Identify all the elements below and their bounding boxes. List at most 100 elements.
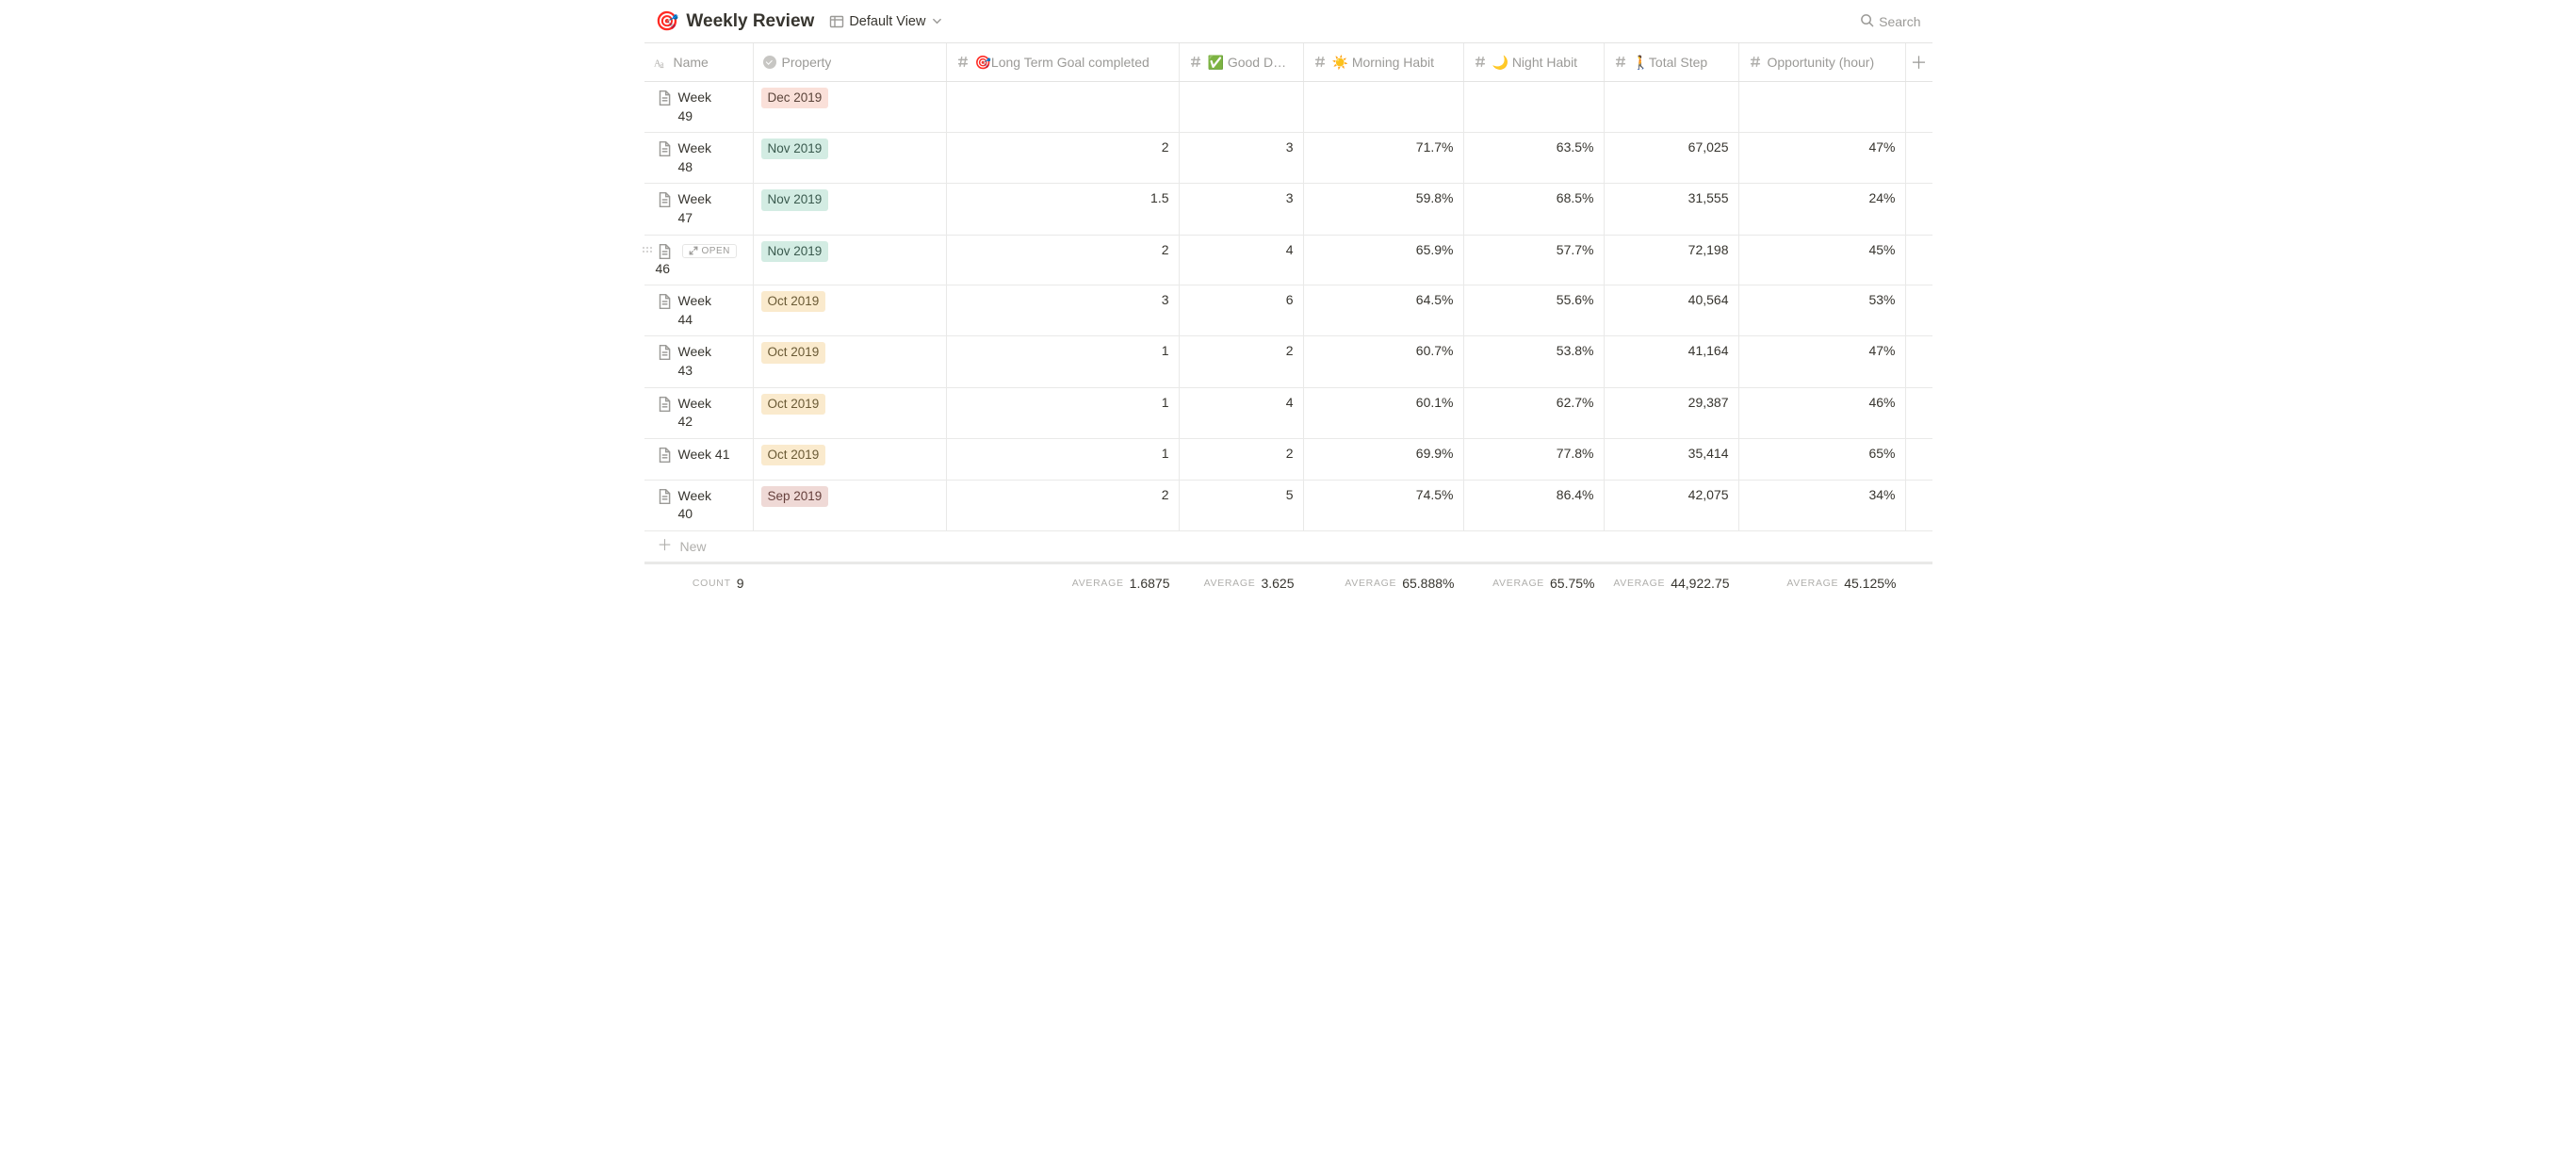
cell-ltg[interactable]: 1 [947,388,1180,438]
cell-opp[interactable]: 34% [1739,481,1906,530]
table-row[interactable]: Week47Nov 20191.5359.8%68.5%31,55524% [644,184,1932,235]
cell-ltg[interactable]: 1 [947,336,1180,386]
cell-morn[interactable]: 64.5% [1304,285,1464,335]
cell-good[interactable]: 5 [1180,481,1304,530]
database-title[interactable]: 🎯 Weekly Review [656,9,815,33]
cell-opp[interactable]: 47% [1739,133,1906,183]
cell-step[interactable]: 72,198 [1605,236,1739,285]
cell-opp[interactable]: 24% [1739,184,1906,234]
cell-good[interactable]: 3 [1180,184,1304,234]
cell-ltg[interactable]: 2 [947,236,1180,285]
footer-cell-name[interactable]: COUNT9 [644,574,754,593]
cell-ltg[interactable]: 1.5 [947,184,1180,234]
view-switcher[interactable]: Default View [825,12,946,31]
table-row[interactable]: Week43Oct 20191260.7%53.8%41,16447% [644,336,1932,387]
column-header-ltg[interactable]: 🎯Long Term Goal completed [947,43,1180,81]
footer-cell-ltg[interactable]: AVERAGE1.6875 [947,574,1180,593]
cell-property[interactable]: Nov 2019 [754,236,947,285]
cell-step[interactable]: 67,025 [1605,133,1739,183]
cell-morn[interactable]: 65.9% [1304,236,1464,285]
cell-morn[interactable]: 60.1% [1304,388,1464,438]
add-column-button[interactable]: ＋ [1906,43,1932,81]
cell-ltg[interactable]: 1 [947,439,1180,480]
table-row[interactable]: Week 41Oct 20191269.9%77.8%35,41465% [644,439,1932,481]
cell-ltg[interactable]: 2 [947,481,1180,530]
cell-step[interactable]: 35,414 [1605,439,1739,480]
cell-name[interactable]: Week47 [644,184,754,234]
cell-opp[interactable]: 65% [1739,439,1906,480]
cell-name[interactable]: Week44 [644,285,754,335]
cell-good[interactable]: 6 [1180,285,1304,335]
footer-cell-good[interactable]: AVERAGE3.625 [1180,574,1304,593]
cell-name[interactable]: OPEN46 [644,236,754,285]
cell-name[interactable]: Week43 [644,336,754,386]
cell-step[interactable]: 42,075 [1605,481,1739,530]
cell-opp[interactable]: 53% [1739,285,1906,335]
footer-cell-opp[interactable]: AVERAGE45.125% [1739,574,1906,593]
cell-property[interactable]: Oct 2019 [754,285,947,335]
cell-night[interactable]: 63.5% [1464,133,1605,183]
cell-good[interactable]: 2 [1180,336,1304,386]
cell-ltg[interactable]: 3 [947,285,1180,335]
column-header-step[interactable]: 🚶Total Step [1605,43,1739,81]
column-header-prop[interactable]: Property [754,43,947,81]
cell-night[interactable]: 86.4% [1464,481,1605,530]
cell-property[interactable]: Oct 2019 [754,388,947,438]
cell-night[interactable]: 57.7% [1464,236,1605,285]
cell-morn[interactable]: 74.5% [1304,481,1464,530]
cell-morn[interactable]: 59.8% [1304,184,1464,234]
cell-night[interactable]: 53.8% [1464,336,1605,386]
footer-cell-step[interactable]: AVERAGE44,922.75 [1605,574,1739,593]
drag-handle-icon[interactable] [643,247,652,253]
cell-property[interactable]: Nov 2019 [754,133,947,183]
cell-property[interactable]: Sep 2019 [754,481,947,530]
cell-opp[interactable]: 45% [1739,236,1906,285]
table-row[interactable]: Week49Dec 2019 [644,82,1932,133]
cell-name[interactable]: Week40 [644,481,754,530]
cell-opp[interactable]: 47% [1739,336,1906,386]
table-row[interactable]: Week42Oct 20191460.1%62.7%29,38746% [644,388,1932,439]
cell-good[interactable]: 4 [1180,388,1304,438]
cell-step[interactable]: 31,555 [1605,184,1739,234]
footer-cell-night[interactable]: AVERAGE65.75% [1464,574,1605,593]
cell-step[interactable]: 29,387 [1605,388,1739,438]
footer-cell-morn[interactable]: AVERAGE65.888% [1304,574,1464,593]
table-row[interactable]: Week48Nov 20192371.7%63.5%67,02547% [644,133,1932,184]
cell-good[interactable] [1180,82,1304,132]
cell-name[interactable]: Week42 [644,388,754,438]
cell-night[interactable]: 55.6% [1464,285,1605,335]
cell-property[interactable]: Oct 2019 [754,439,947,480]
cell-step[interactable]: 40,564 [1605,285,1739,335]
cell-name[interactable]: Week49 [644,82,754,132]
table-row[interactable]: Week40Sep 20192574.5%86.4%42,07534% [644,481,1932,531]
cell-opp[interactable]: 46% [1739,388,1906,438]
cell-morn[interactable]: 69.9% [1304,439,1464,480]
column-header-morn[interactable]: ☀️ Morning Habit [1304,43,1464,81]
cell-name[interactable]: Week 41 [644,439,754,480]
cell-morn[interactable] [1304,82,1464,132]
cell-name[interactable]: Week48 [644,133,754,183]
cell-night[interactable]: 62.7% [1464,388,1605,438]
footer-cell-prop[interactable] [754,574,947,593]
new-row-button[interactable]: ＋ New [644,531,1932,562]
cell-morn[interactable]: 60.7% [1304,336,1464,386]
cell-step[interactable]: 41,164 [1605,336,1739,386]
column-header-good[interactable]: ✅ Good Day (... [1180,43,1304,81]
column-header-opp[interactable]: Opportunity (hour) [1739,43,1906,81]
cell-night[interactable] [1464,82,1605,132]
cell-ltg[interactable]: 2 [947,133,1180,183]
cell-property[interactable]: Oct 2019 [754,336,947,386]
cell-opp[interactable] [1739,82,1906,132]
cell-morn[interactable]: 71.7% [1304,133,1464,183]
open-page-button[interactable]: OPEN [682,244,737,258]
cell-ltg[interactable] [947,82,1180,132]
column-header-night[interactable]: 🌙 Night Habit [1464,43,1605,81]
cell-good[interactable]: 4 [1180,236,1304,285]
cell-night[interactable]: 68.5% [1464,184,1605,234]
table-row[interactable]: OPEN46Nov 20192465.9%57.7%72,19845% [644,236,1932,286]
cell-step[interactable] [1605,82,1739,132]
cell-night[interactable]: 77.8% [1464,439,1605,480]
table-row[interactable]: Week44Oct 20193664.5%55.6%40,56453% [644,285,1932,336]
search-button[interactable]: Search [1860,13,1920,30]
cell-property[interactable]: Dec 2019 [754,82,947,132]
